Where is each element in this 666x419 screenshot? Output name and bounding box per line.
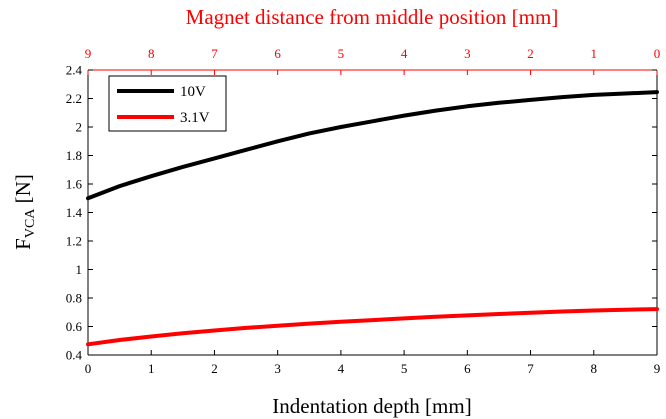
x-tick-label: 0	[85, 361, 92, 376]
top-x-tick-label: 0	[654, 46, 661, 61]
axis-ticks: 0 1 2 3 4 5 6 7 8 99 8 7 6 5 4 3 2 1 00.40.60.811.21.41.61…	[66, 46, 661, 376]
legend-label-3-1v: 3.1V	[180, 110, 210, 126]
x-tick-label: 2	[211, 361, 218, 376]
x-tick-label: 6	[464, 361, 471, 376]
legend: 10V 3.1V	[108, 75, 227, 132]
y-axis-title: FVCA [N]	[11, 174, 38, 250]
y-tick-label: 1.8	[66, 148, 82, 163]
top-x-tick-label: 7	[211, 46, 218, 61]
y-tick-label: 2	[76, 120, 83, 135]
y-tick-label: 2.2	[66, 91, 82, 106]
y-tick-label: 1.2	[66, 234, 82, 249]
series-layer	[86, 90, 659, 347]
y-tick-label: 0.4	[66, 348, 83, 363]
y-tick-label: 1.6	[66, 177, 83, 192]
series-line-10v	[86, 90, 659, 201]
x-tick-label: 8	[591, 361, 598, 376]
y-tick-label: 1	[76, 262, 83, 277]
x-axis-title: Indentation depth [mm]	[272, 394, 471, 418]
top-x-tick-label: 6	[274, 46, 281, 61]
y-tick-label: 1.4	[66, 205, 83, 220]
y-axis-title-main: F	[11, 238, 35, 250]
x-tick-label: 1	[148, 361, 155, 376]
legend-label-10v: 10V	[180, 84, 206, 100]
y-axis-title-sub: VCA	[23, 208, 38, 238]
x-tick-label: 7	[527, 361, 534, 376]
y-tick-label: 0.6	[66, 319, 83, 334]
x-tick-label: 3	[274, 361, 281, 376]
x-tick-label: 4	[338, 361, 345, 376]
series-line-3-1v	[86, 307, 659, 347]
y-tick-label: 0.8	[66, 291, 82, 306]
top-x-tick-label: 4	[401, 46, 408, 61]
x-tick-label: 5	[401, 361, 408, 376]
top-x-tick-label: 3	[464, 46, 471, 61]
top-x-tick-label: 1	[591, 46, 598, 61]
top-x-tick-label: 8	[148, 46, 155, 61]
top-axis-title: Magnet distance from middle position [mm…	[186, 5, 559, 29]
legend-box	[108, 75, 227, 132]
top-x-tick-label: 2	[527, 46, 534, 61]
x-tick-label: 9	[654, 361, 661, 376]
top-x-tick-label: 9	[85, 46, 92, 61]
top-x-tick-label: 5	[338, 46, 345, 61]
y-axis-title-unit: [N]	[11, 174, 35, 208]
y-tick-label: 2.4	[66, 63, 83, 78]
